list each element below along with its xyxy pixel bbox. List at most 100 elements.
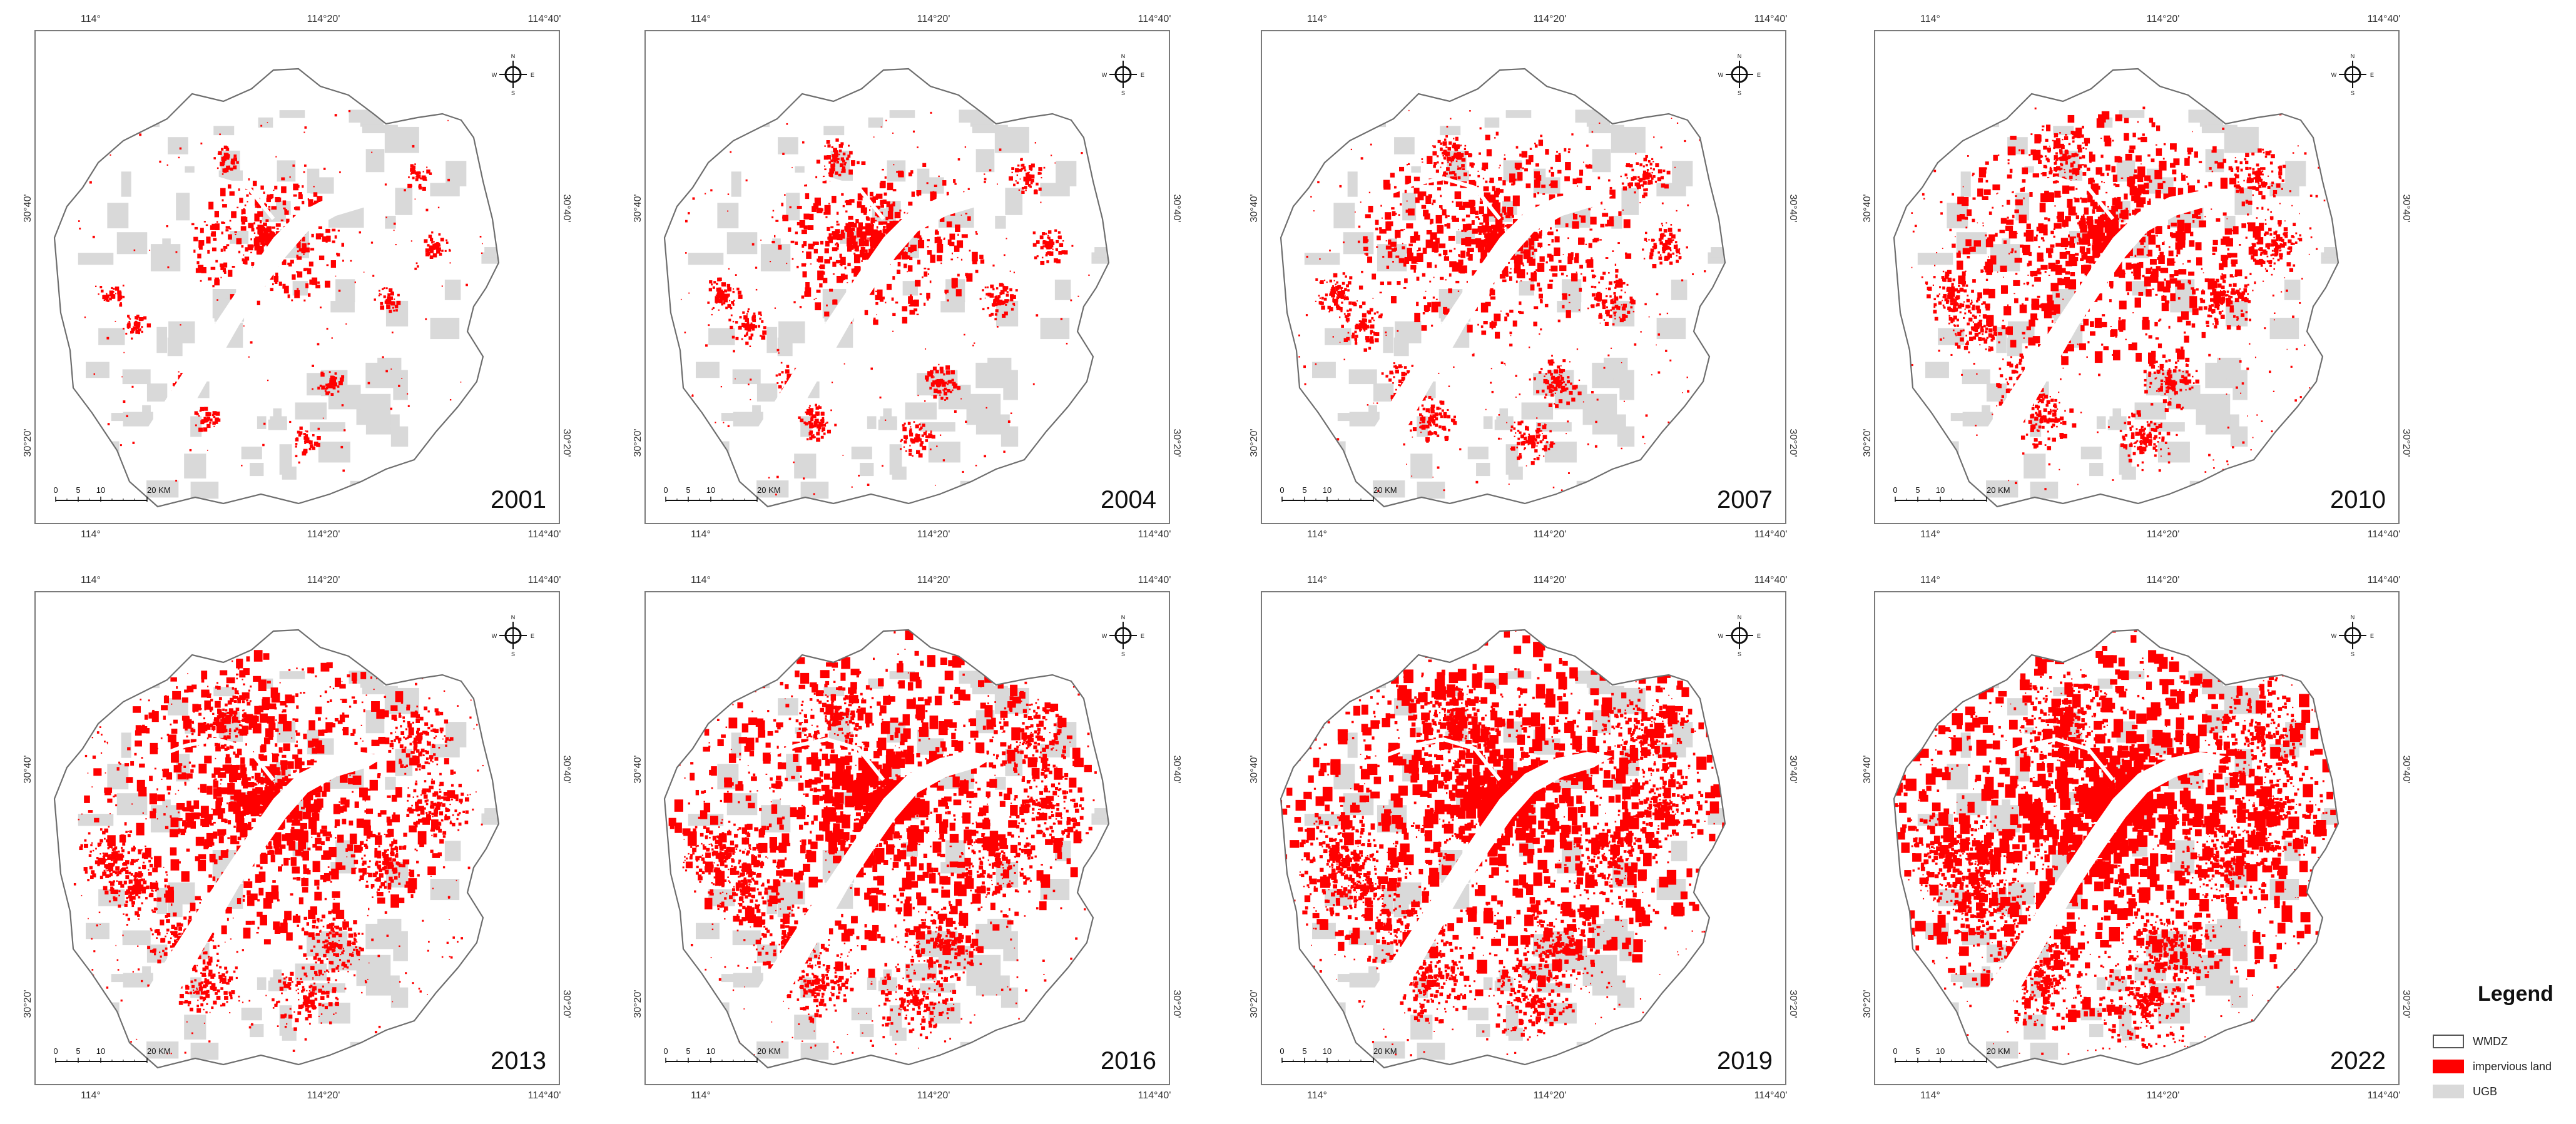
impervious-patch [1368, 311, 1372, 315]
impervious-patch [1558, 399, 1563, 403]
impervious-patch [863, 212, 867, 215]
impervious-patch [1333, 280, 1335, 281]
impervious-patch [380, 293, 382, 296]
impervious-patch [267, 196, 270, 201]
ugb-patch [1607, 358, 1618, 378]
impervious-patch [1405, 175, 1412, 185]
ugb-patch [883, 408, 892, 423]
impervious-patch [1554, 216, 1560, 225]
impervious-patch [1544, 445, 1547, 449]
impervious-patch [2129, 186, 2137, 196]
impervious-patch [330, 382, 333, 385]
impervious-patch [206, 423, 211, 428]
impervious-patch [1474, 209, 1476, 211]
impervious-patch [447, 119, 449, 121]
ugb-patch [1333, 203, 1355, 229]
impervious-patch [301, 249, 306, 254]
impervious-patch [2029, 319, 2035, 327]
impervious-patch [1439, 407, 1442, 410]
impervious-patch [2057, 211, 2065, 223]
impervious-patch [831, 382, 833, 383]
impervious-patch [833, 160, 836, 163]
impervious-patch [935, 383, 939, 387]
impervious-patch [984, 455, 987, 458]
impervious-patch [201, 266, 206, 273]
impervious-patch [1365, 336, 1370, 340]
impervious-patch [1467, 258, 1470, 260]
impervious-patch [875, 295, 880, 300]
impervious-patch [2196, 288, 2199, 291]
ugb-patch [430, 318, 460, 340]
impervious-patch [292, 215, 297, 218]
ugb-patch [146, 383, 168, 402]
impervious-patch [1643, 192, 1648, 196]
ugb-patch [1000, 426, 1019, 447]
impervious-patch [1532, 251, 1534, 256]
impervious-patch [775, 220, 779, 222]
impervious-patch [1559, 374, 1560, 376]
impervious-patch [828, 233, 832, 237]
impervious-patch [320, 372, 324, 375]
impervious-patch [824, 168, 827, 171]
impervious-patch [1571, 397, 1576, 402]
impervious-patch [109, 291, 112, 293]
impervious-patch [1591, 274, 1596, 278]
impervious-patch [206, 412, 209, 415]
impervious-patch [805, 411, 807, 413]
impervious-patch [1670, 224, 1672, 226]
impervious-patch [1021, 168, 1024, 170]
impervious-patch [1412, 427, 1417, 432]
impervious-patch [1644, 238, 1647, 241]
impervious-patch [1560, 390, 1563, 393]
impervious-patch [830, 409, 832, 412]
impervious-patch [1408, 163, 1410, 165]
impervious-patch [1534, 248, 1537, 252]
impervious-patch [877, 289, 883, 298]
longitude-tick-top: 114°40' [528, 14, 561, 25]
impervious-patch [389, 310, 392, 313]
impervious-patch [296, 296, 298, 298]
impervious-patch [428, 235, 432, 238]
impervious-patch [1413, 176, 1420, 181]
impervious-patch [902, 427, 907, 432]
impervious-patch [840, 256, 846, 265]
impervious-patch [1477, 226, 1482, 231]
impervious-patch [947, 299, 949, 301]
impervious-patch [1042, 232, 1046, 236]
impervious-patch [1539, 298, 1542, 301]
impervious-patch [1025, 189, 1027, 191]
impervious-patch [1598, 315, 1603, 319]
impervious-patch [825, 216, 828, 218]
impervious-patch [2181, 311, 2189, 320]
impervious-patch [1534, 144, 1538, 148]
impervious-patch [1499, 165, 1501, 166]
impervious-patch [2015, 195, 2017, 198]
impervious-patch [899, 210, 902, 212]
impervious-patch [2117, 218, 2119, 221]
impervious-patch [2179, 230, 2182, 234]
impervious-patch [912, 455, 914, 457]
impervious-patch [837, 158, 840, 161]
impervious-patch [1477, 243, 1485, 253]
impervious-patch [1560, 375, 1562, 377]
impervious-patch [882, 465, 883, 467]
impervious-patch [77, 456, 79, 458]
impervious-patch [1664, 184, 1669, 189]
impervious-patch [1371, 316, 1374, 320]
impervious-patch [934, 376, 935, 378]
impervious-patch [1677, 228, 1681, 232]
impervious-patch [939, 394, 941, 396]
impervious-patch [711, 283, 713, 286]
ugb-patch [708, 328, 735, 345]
impervious-patch [942, 370, 944, 373]
impervious-patch [1551, 239, 1554, 243]
impervious-patch [1535, 185, 1538, 188]
impervious-patch [1051, 154, 1052, 156]
impervious-patch [1502, 229, 1505, 231]
impervious-patch [781, 203, 784, 206]
impervious-patch [1659, 236, 1664, 240]
impervious-patch [1340, 295, 1345, 299]
impervious-patch [850, 245, 854, 250]
impervious-patch [1336, 293, 1338, 295]
impervious-patch [1027, 172, 1029, 174]
